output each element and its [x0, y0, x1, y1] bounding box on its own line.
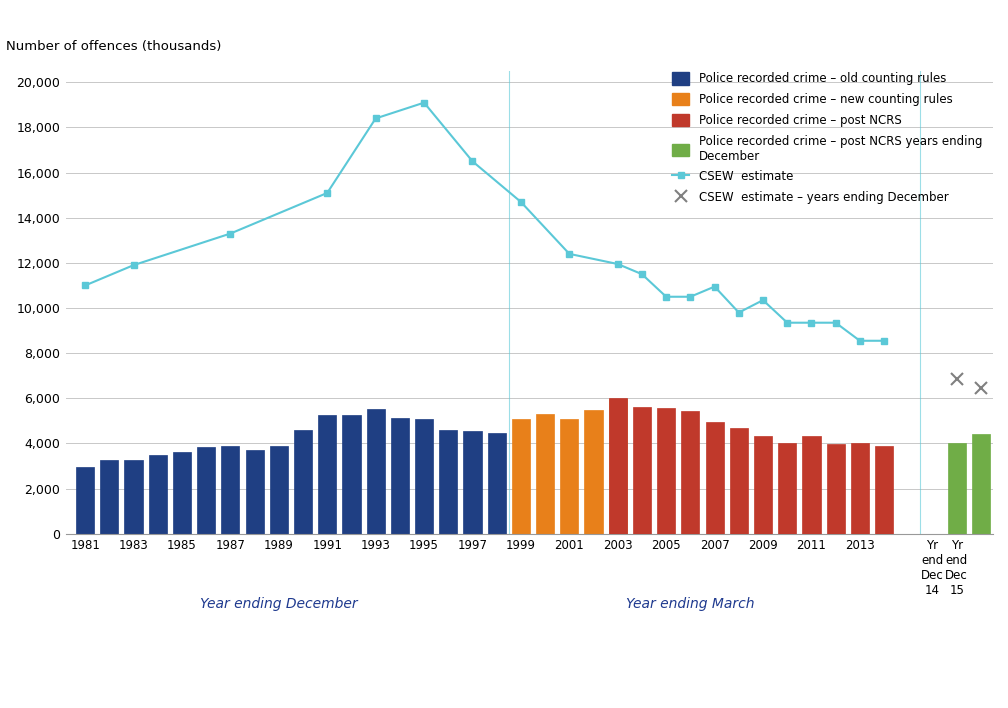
Bar: [198, 447, 216, 534]
Bar: [319, 415, 337, 534]
Bar: [681, 411, 700, 534]
Bar: [367, 409, 385, 534]
Bar: [972, 435, 990, 534]
Text: Year ending March: Year ending March: [626, 597, 755, 611]
Bar: [706, 422, 724, 534]
Bar: [585, 410, 603, 534]
Bar: [560, 418, 579, 534]
Bar: [270, 446, 288, 534]
Bar: [778, 442, 796, 534]
Bar: [730, 428, 748, 534]
Bar: [488, 433, 506, 534]
Bar: [464, 431, 482, 534]
Bar: [149, 455, 167, 534]
Bar: [875, 446, 893, 534]
Legend: Police recorded crime – old counting rules, Police recorded crime – new counting: Police recorded crime – old counting rul…: [667, 68, 987, 209]
Bar: [76, 467, 94, 534]
Bar: [609, 398, 627, 534]
Bar: [827, 444, 845, 534]
Bar: [633, 406, 651, 534]
Bar: [100, 460, 118, 534]
Bar: [851, 443, 869, 534]
Bar: [391, 418, 409, 534]
Bar: [294, 430, 312, 534]
Bar: [124, 460, 143, 534]
Bar: [657, 409, 675, 534]
Bar: [609, 399, 627, 534]
Text: Number of offences (thousands): Number of offences (thousands): [5, 40, 221, 52]
Bar: [512, 418, 530, 534]
Bar: [439, 430, 458, 534]
Bar: [222, 446, 240, 534]
Bar: [536, 414, 554, 534]
Bar: [173, 452, 192, 534]
Bar: [948, 443, 966, 534]
Bar: [343, 415, 361, 534]
Bar: [802, 436, 821, 534]
Bar: [246, 450, 264, 534]
Bar: [754, 436, 772, 534]
Text: Year ending December: Year ending December: [200, 597, 358, 611]
Bar: [415, 418, 433, 534]
